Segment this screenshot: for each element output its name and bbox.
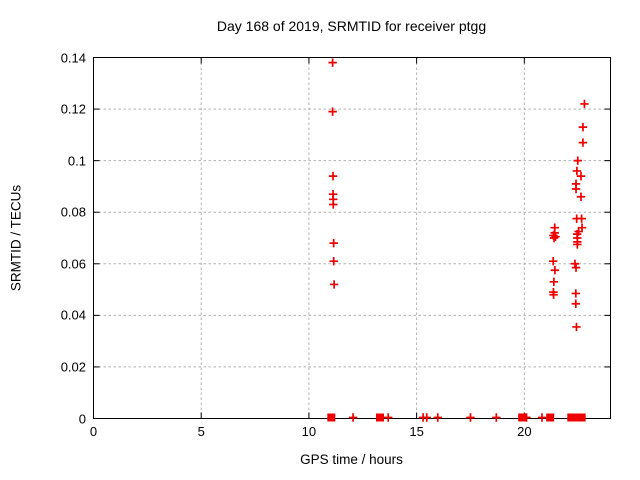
point-marker [580,99,589,109]
point-marker [576,171,586,181]
dense-point-cluster-marker [577,413,586,422]
y-tick-label: 0.12 [60,101,86,117]
dense-point-cluster-marker [567,413,576,422]
x-tick-label: 15 [409,424,424,439]
point-marker [549,277,559,287]
point-marker [466,413,475,422]
point-marker [572,322,581,332]
point-marker [328,58,337,67]
point-marker [571,299,581,308]
point-marker [329,257,338,266]
tick-marks [93,57,611,419]
x-axis-label: GPS time / hours [300,452,403,467]
point-marker [328,107,337,116]
point-marker [328,171,338,181]
x-tick-label: 20 [517,424,532,439]
dense-point-cluster-marker [572,413,581,422]
point-marker [551,232,560,241]
point-marker [572,166,582,176]
y-tick-label: 0.08 [60,204,86,220]
dense-point-cluster-marker [546,413,555,422]
point-marker [383,413,393,422]
point-marker [578,122,588,132]
point-marker [577,214,586,223]
point-marker [576,192,586,201]
x-tick-label: 10 [301,424,317,439]
point-marker [570,259,580,268]
point-marker [573,240,582,249]
x-tick-label: 0 [89,424,98,439]
dense-point-cluster-marker [518,413,527,422]
y-tick-label: 0.06 [60,256,86,272]
x-tick-label: 5 [197,424,205,439]
point-marker [571,263,581,272]
y-tick-label: 0 [78,411,86,426]
point-marker [571,184,581,194]
point-marker [549,290,558,299]
y-tick-label: 0.1 [67,153,86,169]
dense-point-cluster-marker [376,413,385,422]
point-marker [550,266,560,275]
point-marker [537,413,547,422]
point-marker [348,413,358,422]
point-marker [549,233,559,243]
point-marker [329,280,339,289]
zero-line-markers [327,413,586,422]
dense-point-cluster-marker [327,413,336,422]
point-marker [329,238,338,248]
y-tick-label: 0.02 [60,359,86,375]
axis-frame [93,57,611,419]
point-marker [548,257,558,266]
point-marker [329,200,338,209]
point-marker [578,138,588,147]
y-tick-label: 0.14 [60,50,86,65]
series-markers [328,58,589,422]
grid [93,57,611,419]
point-marker [422,413,431,422]
point-marker [492,413,501,422]
point-marker [571,289,581,298]
point-marker [573,156,582,165]
chart-title: Day 168 of 2019, SRMTID for receiver ptg… [216,18,487,34]
y-tick-label: 0.04 [60,307,86,323]
point-marker [433,413,442,422]
